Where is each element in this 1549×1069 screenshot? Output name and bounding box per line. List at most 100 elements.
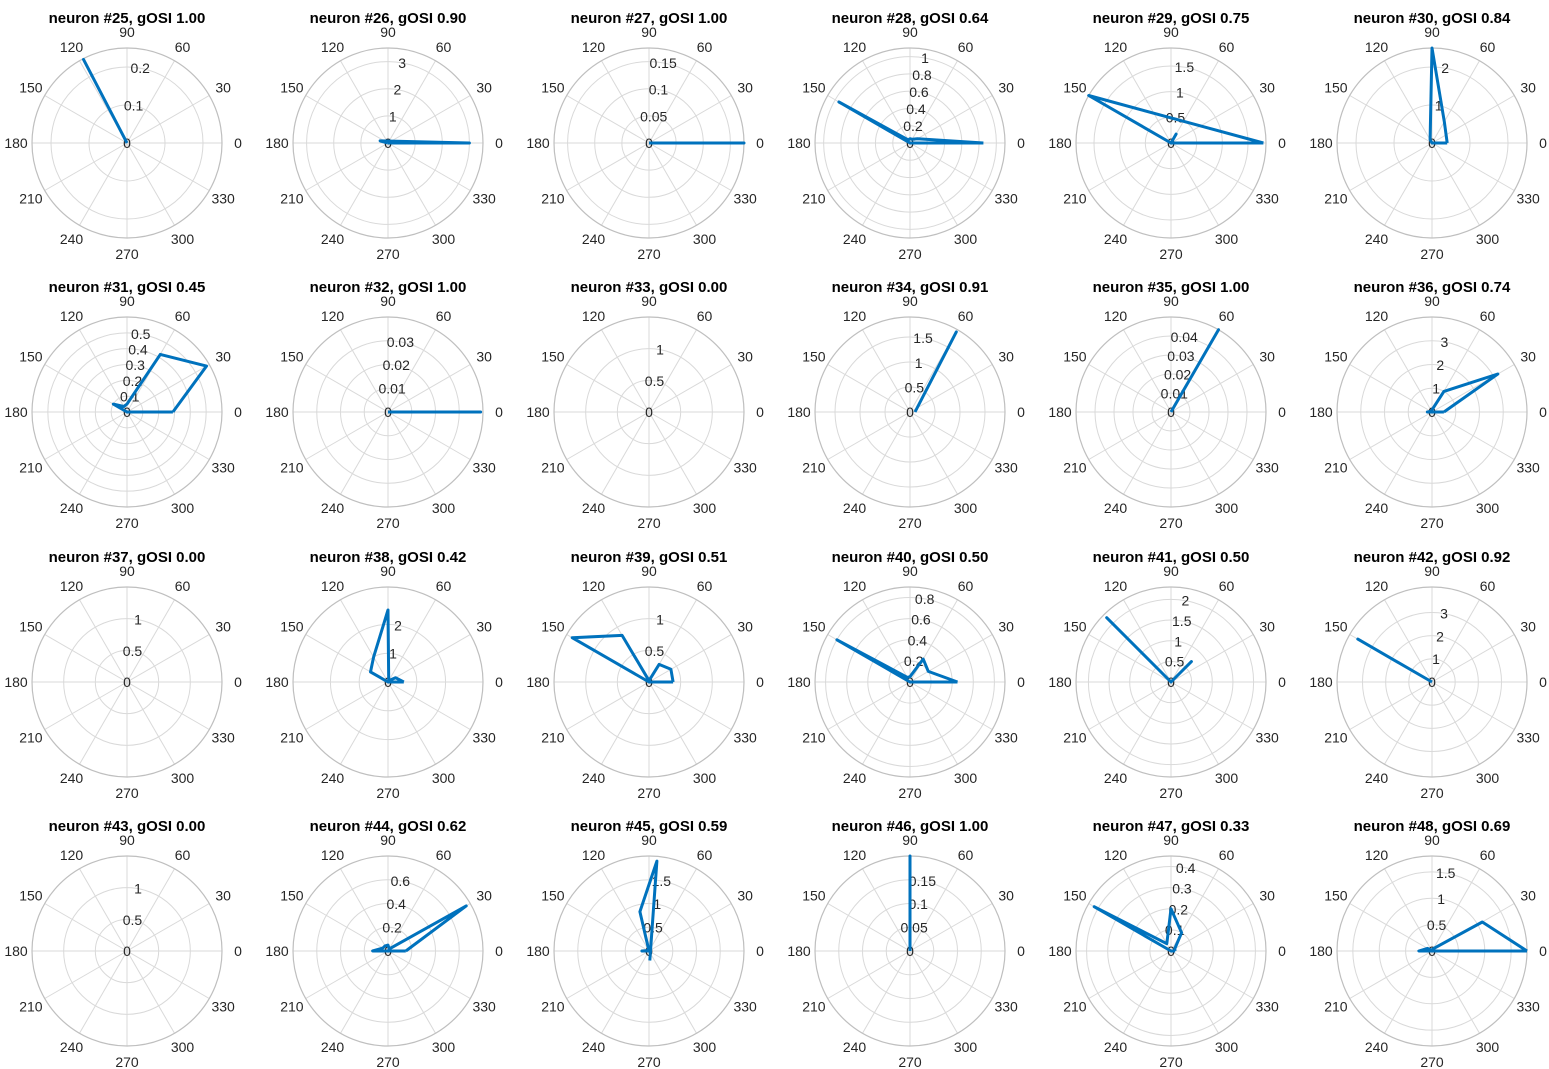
radial-tick-label: 0.2 (123, 373, 143, 389)
chart-title: neuron #41, gOSI 0.50 (1093, 549, 1250, 566)
grid-spoke (305, 95, 389, 144)
angle-tick-label: 0 (495, 943, 503, 959)
polar-chart: neuron #27, gOSI 1.00 0 30 60 90 120 150 180 210… (526, 10, 764, 262)
angle-tick-label: 150 (1063, 888, 1087, 904)
outer-circle (31, 47, 223, 239)
angle-tick-label: 270 (115, 515, 139, 531)
radial-tick-label: 0.1 (649, 82, 669, 98)
angle-tick-label: 330 (1516, 730, 1540, 746)
angle-tick-label: 240 (843, 770, 867, 786)
radial-tick-label: 2 (1181, 593, 1189, 609)
grid-spoke (827, 950, 911, 999)
grid-spoke (79, 411, 128, 495)
grid-spoke (387, 599, 436, 683)
angle-tick-label: 180 (1309, 135, 1333, 151)
grid-spoke (387, 950, 471, 999)
radial-tick-label: 1.5 (1175, 59, 1195, 75)
angle-tick-label: 90 (1424, 832, 1440, 848)
grid-spoke (1384, 868, 1433, 952)
grid-spoke (909, 681, 993, 730)
grid-spoke (1170, 142, 1254, 191)
grid-spoke (126, 903, 210, 952)
angle-tick-label: 120 (1104, 578, 1128, 594)
angle-tick-label: 240 (582, 770, 606, 786)
angle-tick-label: 90 (119, 832, 135, 848)
angle-tick-label: 150 (1324, 349, 1348, 365)
angle-tick-label: 330 (1516, 191, 1540, 207)
angle-tick-label: 60 (436, 578, 452, 594)
angle-tick-label: 240 (582, 1039, 606, 1055)
data-line (1417, 920, 1528, 953)
radial-tick-label: 1 (134, 612, 142, 628)
angle-tick-label: 120 (843, 39, 867, 55)
angle-tick-label: 120 (843, 578, 867, 594)
angle-tick-label: 90 (1424, 24, 1440, 40)
angle-tick-label: 30 (476, 80, 492, 96)
grid-spoke (305, 950, 389, 999)
radial-tick-label: 1 (656, 612, 664, 628)
grid-spoke (648, 364, 732, 413)
radial-tick-label: 0.1 (909, 896, 929, 912)
grid-spoke (1123, 60, 1172, 144)
data-line (1169, 328, 1220, 413)
angle-tick-label: 90 (1163, 24, 1179, 40)
radial-tick-label: 0 (645, 404, 653, 420)
grid-spoke (126, 681, 210, 730)
angle-tick-label: 330 (211, 460, 235, 476)
radial-tick-label: 0.02 (1164, 367, 1191, 383)
grid-spoke (909, 681, 958, 765)
grid-spoke (1123, 329, 1172, 413)
angle-tick-label: 60 (697, 578, 713, 594)
grid-spoke (1349, 950, 1433, 999)
angle-tick-label: 90 (380, 293, 396, 309)
angle-tick-label: 180 (4, 135, 28, 151)
grid-spoke (1123, 142, 1172, 226)
angle-tick-label: 150 (19, 619, 43, 635)
angle-tick-label: 90 (119, 563, 135, 579)
radial-tick-label: 0.3 (1172, 881, 1192, 897)
grid-spoke (305, 903, 389, 952)
polar-chart: neuron #42, gOSI 0.920306090120150180210… (1309, 549, 1547, 801)
angle-tick-label: 30 (737, 619, 753, 635)
data-line (570, 633, 675, 684)
grid-spoke (387, 60, 436, 144)
grid-spoke (44, 95, 128, 144)
radial-tick-label: 0.4 (128, 342, 148, 358)
grid-spoke (1431, 411, 1515, 460)
angle-tick-label: 60 (958, 578, 974, 594)
chart-title: neuron #39, gOSI 0.51 (571, 549, 728, 566)
grid-spoke (44, 681, 128, 730)
angle-tick-label: 0 (1278, 674, 1286, 690)
angle-tick-label: 60 (697, 39, 713, 55)
angle-tick-label: 210 (802, 999, 826, 1015)
angle-tick-label: 150 (19, 80, 43, 96)
angle-tick-label: 120 (60, 39, 84, 55)
angle-tick-label: 60 (175, 847, 191, 863)
angle-tick-label: 120 (582, 847, 606, 863)
grid-spoke (44, 903, 128, 952)
angle-tick-label: 60 (1219, 39, 1235, 55)
grid-spoke (566, 142, 650, 191)
data-line (111, 352, 208, 414)
chart-title: neuron #26, gOSI 0.90 (310, 10, 467, 27)
grid-spoke (601, 142, 650, 226)
angle-tick-label: 30 (215, 888, 231, 904)
grid-spoke (1384, 60, 1433, 144)
angle-tick-label: 270 (1159, 515, 1183, 531)
angle-tick-label: 270 (376, 1054, 400, 1069)
grid-spoke (1170, 950, 1254, 999)
grid-spoke (1349, 95, 1433, 144)
grid-spoke (1384, 411, 1433, 495)
outer-circle (292, 47, 484, 239)
angle-tick-label: 240 (321, 231, 345, 247)
angle-tick-label: 60 (436, 39, 452, 55)
grid-spoke (1384, 329, 1433, 413)
polar-chart: neuron #39, gOSI 0.51 0 30 60 90 120 150 180 210… (526, 549, 764, 801)
radial-tick-label: 0.5 (1427, 917, 1447, 933)
outer-circle (814, 316, 1006, 508)
grid-spoke (126, 599, 175, 683)
radial-tick-label: 0.8 (915, 591, 935, 607)
angle-tick-label: 210 (19, 730, 43, 746)
grid-spoke (305, 364, 389, 413)
angle-tick-label: 300 (954, 500, 978, 516)
